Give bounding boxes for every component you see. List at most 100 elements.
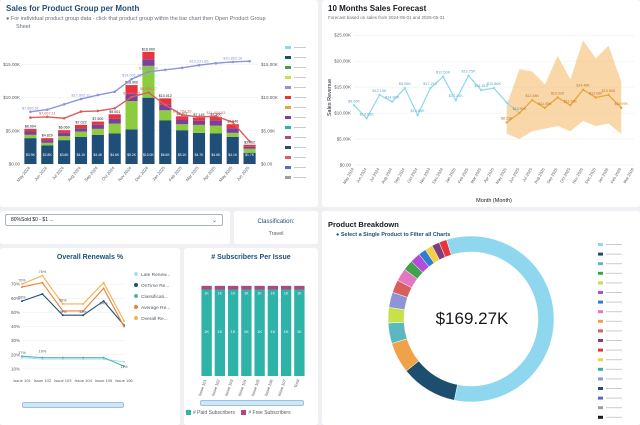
trend-label: $7.865.51 — [22, 106, 39, 110]
legend-dot — [134, 272, 138, 276]
donut-slice — [387, 307, 405, 324]
legend-swatch — [598, 377, 603, 381]
paid-bar — [280, 289, 292, 376]
actual-label: $12.50K — [436, 71, 451, 75]
trend-point — [130, 95, 133, 99]
renewal-point — [102, 356, 105, 359]
bar-segment — [159, 120, 172, 164]
renewal-point — [102, 300, 105, 303]
sales-panel-title: Sales for Product Group per Month — [6, 4, 140, 13]
x-tick-label: Oct 2024 — [406, 166, 419, 183]
filter-panel: 80%Sold $0 - $1 ... ⌄ — [0, 211, 230, 244]
actual-point — [403, 86, 407, 90]
bar-top-label: 1K — [218, 292, 223, 296]
bar-label: 1K — [204, 329, 209, 334]
donut-slice — [438, 239, 452, 258]
breakdown-panel: Product Breakdown ● Select a Single Prod… — [322, 211, 640, 425]
renewal-point-label: 70% — [18, 279, 26, 283]
bar-base-label: $4.1K — [77, 153, 87, 157]
trend-label: $7,067.11 — [39, 111, 56, 115]
free-bar — [294, 285, 305, 290]
classification-value: Travel — [268, 231, 284, 237]
price-range-value: 80%Sold $0 - $1 ... — [11, 217, 54, 223]
renewal-line — [21, 282, 125, 327]
trend-line — [30, 91, 251, 142]
forecast-band — [506, 40, 622, 140]
trend-point — [147, 70, 150, 74]
x-tick-label: Issue 106 — [115, 378, 133, 383]
free-bar — [254, 285, 265, 290]
trend-point — [231, 120, 235, 124]
subscribers-panel-title: # Subscribers Per Issue — [211, 254, 291, 261]
legend-paid-swatch — [186, 410, 191, 416]
trend-line — [30, 60, 250, 113]
x-tick-label: Issue 102 — [34, 378, 52, 383]
trend-point — [96, 93, 100, 97]
x-tick-label: Issue 104 — [75, 378, 93, 383]
bar-segment — [91, 124, 104, 129]
forecast-panel-subtitle: Forecast based on sales from 2024-05-01 … — [328, 15, 445, 20]
bar-base-label: $1.7K — [245, 153, 255, 157]
y-tick-label: $5.00K — [337, 137, 351, 142]
bar-base-label: $4.7K — [195, 153, 205, 157]
renewal-point-label: 17% — [18, 351, 26, 355]
product-donut-chart[interactable] — [322, 211, 640, 425]
legend-swatch — [285, 76, 291, 79]
bar-top-label: 1K — [204, 292, 209, 296]
renewal-point — [82, 314, 85, 317]
forecast-label: $13.02K — [551, 92, 565, 96]
bar-segment — [24, 138, 37, 164]
renewal-point — [21, 285, 23, 288]
renewals-scroll-slider[interactable] — [22, 402, 124, 408]
bar-segment — [91, 121, 104, 125]
x-tick-label: Apr 2025 — [482, 166, 495, 183]
forecast-label: $11.05K — [538, 102, 552, 106]
actual-point — [352, 104, 356, 107]
x-tick-label: Jun 2025 — [508, 166, 521, 183]
y-tick-label: $25.00K — [334, 33, 351, 38]
trend-label: $17,992.10 — [71, 94, 90, 98]
forecast-line-chart[interactable]: $0.00 $5.00K $10.00K $15.00K $20.00K $25.00K $… — [322, 0, 640, 207]
bar-segment — [24, 128, 37, 132]
legend-swatch — [598, 252, 603, 256]
bar-segment — [125, 129, 138, 164]
bar-top-label: 1K — [244, 292, 249, 296]
bar-base-label: $5.1K — [178, 153, 188, 157]
free-bar — [280, 285, 292, 290]
y-tick-label: $20.00K — [334, 59, 351, 64]
legend-dot — [134, 305, 138, 309]
bar-label: 1K — [270, 329, 275, 334]
x-tick-label: Jun 2025 — [235, 165, 250, 182]
bar-segment — [226, 136, 239, 164]
legend-swatch — [285, 86, 291, 89]
trend-label: $8,381.23 — [123, 92, 140, 96]
bar-segment — [41, 140, 54, 143]
free-bar — [241, 285, 252, 290]
x-tick-label: Jan 2025 — [444, 166, 457, 183]
renewal-point-label: 56% — [59, 299, 67, 303]
classification-panel: Classification: Travel — [234, 211, 318, 244]
forecast-point — [581, 88, 585, 91]
renewals-line-chart[interactable]: 10% 20% 30% 40% 50% 60% 70% 76% 70% 58% 56% 54% 48% 4… — [0, 248, 180, 425]
bar-segment — [108, 118, 121, 124]
renewal-line — [21, 274, 125, 322]
renewal-point-label: 76% — [39, 270, 47, 274]
legend-swatch — [285, 156, 291, 159]
x-tick-label: Jul 2025 — [521, 166, 533, 182]
trend-point — [163, 103, 167, 107]
subscribers-scroll-slider[interactable] — [200, 400, 304, 406]
bar-segment — [74, 136, 88, 164]
price-range-dropdown[interactable]: 80%Sold $0 - $1 ... ⌄ — [5, 214, 223, 226]
sales-bar-chart[interactable]: $0.00 $0.00 $5.00K $5.00K $10.00K $10.00K $15.… — [0, 0, 318, 207]
bar-segment — [243, 144, 256, 147]
bar-segment — [74, 128, 88, 132]
subscribers-bar-chart[interactable]: 1K 1K Issue 101 1K 1K Issue 102 1K 1K Issue 103 1… — [184, 248, 318, 425]
x-tick-label: Dec 2025 — [584, 166, 597, 184]
trend-point — [62, 116, 66, 120]
bar-total-label: $6.904 — [25, 124, 36, 128]
legend-free-label: # Free Subscribers — [248, 410, 291, 416]
legend-label: Average Re... — [141, 305, 170, 311]
bar-segment — [243, 148, 256, 153]
bar-segment — [91, 128, 104, 135]
y-tick-label: 70% — [11, 282, 20, 287]
